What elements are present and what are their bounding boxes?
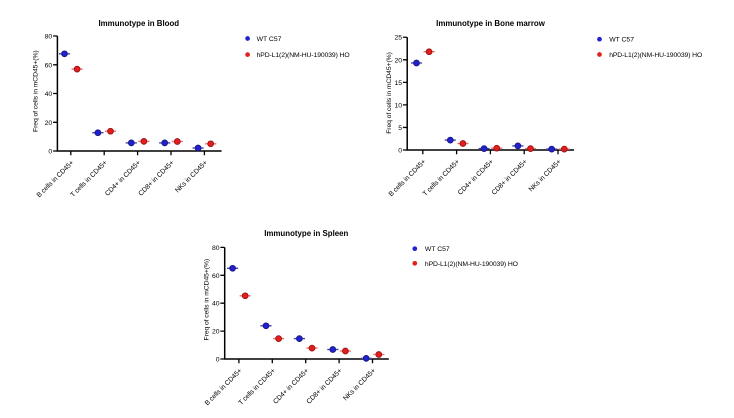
svg-text:hPD-L1(2)(NM-HU-190039) HO: hPD-L1(2)(NM-HU-190039) HO xyxy=(425,261,518,268)
svg-text:Freq of cells in mCD45+(%): Freq of cells in mCD45+(%) xyxy=(204,259,211,341)
svg-text:hPD-L1(2)(NM-HU-190039) HO: hPD-L1(2)(NM-HU-190039) HO xyxy=(609,52,702,59)
svg-text:80: 80 xyxy=(212,245,220,252)
svg-text:25: 25 xyxy=(394,35,402,42)
svg-text:0: 0 xyxy=(216,356,220,363)
svg-text:Immunotype in Spleen: Immunotype in Spleen xyxy=(264,229,348,238)
svg-text:WT C57: WT C57 xyxy=(425,246,450,253)
svg-text:20: 20 xyxy=(45,120,53,127)
svg-text:60: 60 xyxy=(45,62,53,69)
svg-text:0: 0 xyxy=(398,147,402,154)
svg-text:Freq of cells in mCD45+(%): Freq of cells in mCD45+(%) xyxy=(386,52,393,134)
svg-text:WT C57: WT C57 xyxy=(257,36,282,43)
svg-text:WT C57: WT C57 xyxy=(609,37,634,44)
svg-text:hPD-L1(2)(NM-HU-190039) HO: hPD-L1(2)(NM-HU-190039) HO xyxy=(257,52,350,59)
svg-text:40: 40 xyxy=(45,91,53,98)
svg-text:15: 15 xyxy=(394,80,402,87)
svg-text:Immunotype in Bone marrow: Immunotype in Bone marrow xyxy=(436,19,546,28)
svg-text:80: 80 xyxy=(45,33,53,40)
svg-text:10: 10 xyxy=(394,102,402,109)
svg-text:60: 60 xyxy=(212,273,220,280)
svg-text:Freq of cells in mCD45+(%): Freq of cells in mCD45+(%) xyxy=(32,50,39,132)
svg-text:0: 0 xyxy=(48,148,52,155)
svg-text:5: 5 xyxy=(398,125,402,132)
svg-text:40: 40 xyxy=(212,301,220,308)
svg-text:20: 20 xyxy=(212,329,220,336)
svg-text:Immunotype in Blood: Immunotype in Blood xyxy=(98,19,179,28)
svg-text:20: 20 xyxy=(394,57,402,64)
